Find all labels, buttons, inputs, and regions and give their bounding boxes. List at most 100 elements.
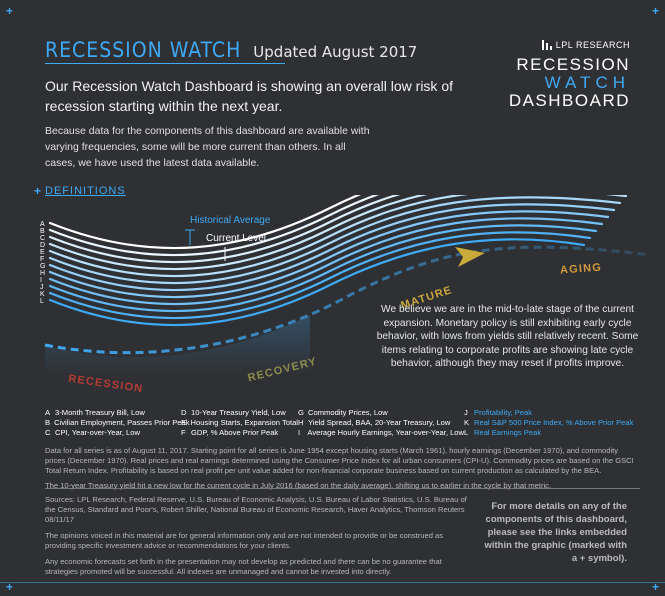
data-note: Data for all series is as of August 11, … — [45, 446, 634, 475]
legend-key: F — [181, 428, 186, 437]
brand-research-label: LPL RESEARCH — [555, 40, 630, 50]
indicator-band-d — [48, 195, 428, 271]
legend-item-b: B Civilian Employment, Passes Prior Peak — [45, 418, 190, 427]
band-letter-b: B — [40, 228, 45, 235]
cycle-description: We believe we are in the mid-to-late sta… — [376, 304, 639, 370]
legend-label: Housing Starts, Expansion Total — [190, 418, 299, 427]
forecast-disclaimer: Any economic forecasts set forth in the … — [45, 557, 442, 576]
band-letter-e: E — [40, 249, 45, 256]
legend-item-k: K Real S&P 500 Price Index, % Above Prior… — [464, 418, 644, 427]
legend-key: G — [298, 408, 304, 417]
legend-key: A — [45, 408, 51, 417]
sources-block: Sources: LPL Research, Federal Reserve, … — [45, 495, 475, 583]
page-title: RECESSION WATCH — [45, 38, 242, 62]
legend-item-h: H Yield Spread, BAA, 20-Year Treasury, Lo… — [298, 418, 464, 427]
legend-item-j: J Profitability, Peak — [464, 408, 644, 417]
legend-key: I — [298, 428, 301, 437]
definitions-link[interactable]: + DEFINITIONS — [34, 184, 126, 198]
legend-key: E — [181, 418, 187, 427]
indicator-band-f — [48, 196, 622, 285]
corner-plus-bottom-left: + — [6, 580, 14, 594]
legend-label: Profitability, Peak — [474, 408, 533, 417]
legend-label: CPI, Year-over-Year, Low — [55, 428, 140, 437]
treasury-note: The 10-year Treasury yield hit a new low… — [45, 481, 552, 490]
aging-arrow-icon — [455, 247, 485, 267]
legend-label: Average Hourly Earnings, Year-over-Year,… — [307, 428, 464, 437]
intro-text: Because data for the components of this … — [45, 125, 370, 169]
corner-plus-bottom-right: + — [651, 580, 659, 594]
legend-item-c: C CPI, Year-over-Year, Low — [45, 428, 181, 437]
indicator-band-i — [48, 217, 604, 306]
brand-research: LPL RESEARCH — [509, 40, 630, 50]
more-details-note: For more details on any of the component… — [484, 501, 627, 564]
lpl-logo-icon — [541, 40, 552, 50]
brand-block: LPL RESEARCH RECESSION WATCH DASHBOARD — [509, 40, 630, 110]
definitions-plus-icon: + — [34, 184, 42, 198]
indicator-band-e — [48, 195, 628, 278]
bottom-rule — [0, 582, 665, 583]
legend-key: D — [181, 408, 187, 417]
legend-label: Civilian Employment, Passes Prior Peak — [54, 418, 190, 427]
indicator-legend: A 3-Month Treasury Bill, Low D 10-Year Trea… — [45, 408, 645, 437]
headline: Our Recession Watch Dashboard is showing… — [45, 78, 453, 114]
indicator-bands — [48, 195, 628, 327]
band-letter-l: L — [40, 298, 44, 305]
legend-key: L — [464, 428, 469, 437]
band-letter-j: J — [40, 284, 44, 291]
current-level-marker: Current Level — [206, 233, 266, 261]
footer-divider — [45, 488, 640, 489]
legend-label: 3-Month Treasury Bill, Low — [55, 408, 145, 417]
current-level-label: Current Level — [206, 233, 266, 244]
band-letter-c: C — [40, 235, 45, 242]
brand-line-dashboard: DASHBOARD — [508, 91, 630, 110]
indicator-band-c — [48, 195, 401, 264]
definitions-label[interactable]: DEFINITIONS — [45, 185, 126, 197]
legend-item-a: A 3-Month Treasury Bill, Low — [45, 408, 181, 417]
band-letter-i: I — [40, 277, 42, 284]
legend-item-l: L Real Earnings Peak — [464, 428, 644, 437]
legend-key: H — [298, 418, 304, 427]
legend-label: Yield Spread, BAA, 20-Year Treasury, Low — [308, 418, 451, 427]
indicator-band-k — [48, 231, 592, 320]
legend-label: Real S&P 500 Price Index, % Above Prior … — [474, 418, 634, 427]
legend-item-d: D 10-Year Treasury Yield, Low — [181, 408, 298, 417]
legend-label: 10-Year Treasury Yield, Low — [191, 408, 286, 417]
indicator-band-g — [48, 203, 616, 292]
legend-label: Real Earnings Peak — [474, 428, 542, 437]
legend-key: B — [45, 418, 51, 427]
band-letter-d: D — [40, 242, 45, 249]
legend-label: GDP, % Above Prior Peak — [191, 428, 279, 437]
band-letter-f: F — [40, 256, 44, 263]
title-underline — [45, 63, 285, 64]
legend-item-f: F GDP, % Above Prior Peak — [181, 428, 298, 437]
cycle-dashed-line — [44, 245, 650, 355]
legend-item-e: E Housing Starts, Expansion Total — [181, 418, 298, 427]
indicator-band-b — [48, 195, 380, 257]
opinion-disclaimer: The opinions voiced in this material are… — [45, 531, 444, 550]
title-row: RECESSION WATCH Updated August 2017 — [45, 38, 417, 62]
brand-line-recession: RECESSION — [516, 55, 630, 74]
band-letter-k: K — [40, 291, 45, 298]
band-letter-h: H — [40, 270, 45, 277]
indicator-band-h — [48, 210, 610, 299]
band-letter-g: G — [40, 263, 45, 270]
legend-item-i: I Average Hourly Earnings, Year-over-Year… — [298, 428, 464, 437]
legend-key: J — [464, 408, 468, 417]
updated-date: Updated August 2017 — [253, 43, 418, 61]
indicator-band-a — [48, 195, 362, 250]
corner-plus-top-right: + — [651, 4, 659, 18]
historical-average-marker[interactable]: Historical Average — [185, 215, 271, 245]
sources-text: Sources: LPL Research, Federal Reserve, … — [45, 495, 467, 524]
historical-average-label[interactable]: Historical Average — [190, 215, 271, 226]
brand-line-watch: WATCH — [544, 73, 630, 92]
indicator-band-j — [48, 224, 598, 313]
legend-item-g: G Commodity Prices, Low — [298, 408, 464, 417]
band-letter-a: A — [40, 221, 45, 228]
legend-label: Commodity Prices, Low — [308, 408, 388, 417]
notes: Data for all series is as of August 11, … — [45, 446, 635, 491]
corner-plus-top-left: + — [6, 4, 14, 18]
legend-key: C — [45, 428, 51, 437]
